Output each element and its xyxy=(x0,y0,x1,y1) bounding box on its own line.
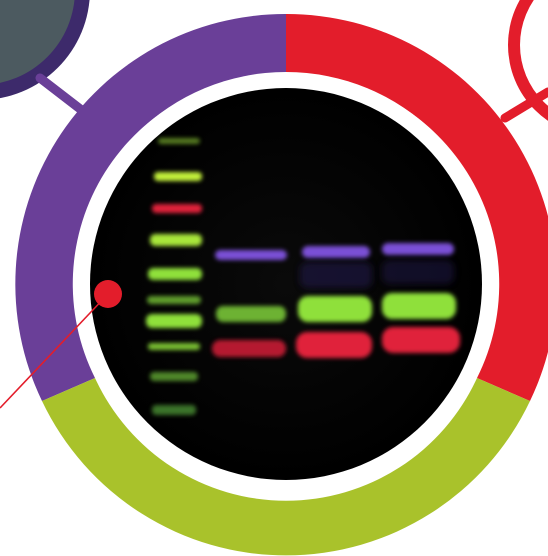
ladder-band xyxy=(148,268,202,280)
ladder-band xyxy=(150,234,202,246)
western-blot xyxy=(146,138,460,415)
band-purple xyxy=(215,250,287,260)
band-purple xyxy=(382,243,454,255)
blot-image-disk xyxy=(90,88,482,480)
ring-segment-purple xyxy=(15,13,287,401)
sample-lane-3 xyxy=(382,243,460,353)
band-green xyxy=(382,293,456,319)
band-red xyxy=(382,327,460,353)
sample-lane-1 xyxy=(212,250,287,357)
ladder-band xyxy=(150,372,198,381)
band-red xyxy=(296,332,372,358)
ladder-band xyxy=(148,343,200,350)
partial-circle-top-left xyxy=(0,0,90,99)
ladder-band xyxy=(154,172,202,181)
band-green xyxy=(216,306,286,322)
partial-circle-top-right xyxy=(508,0,548,121)
ladder-lane xyxy=(146,138,202,415)
pointer-dot xyxy=(94,280,122,308)
ladder-band xyxy=(152,204,202,213)
ladder-band xyxy=(158,138,200,144)
ring-segment-red xyxy=(286,13,548,401)
ring-segment-green xyxy=(42,378,530,556)
connector-line-right xyxy=(500,87,548,123)
outer-ring xyxy=(15,13,548,556)
ladder-band xyxy=(147,296,201,304)
ladder-band xyxy=(146,314,202,328)
band-green xyxy=(298,296,372,322)
band-red xyxy=(212,340,286,357)
sample-lane-2 xyxy=(296,246,372,358)
band-purple xyxy=(302,246,370,258)
pointer-line xyxy=(0,293,109,409)
band-purple-haze xyxy=(300,262,372,288)
ladder-band xyxy=(152,405,196,415)
band-purple-haze xyxy=(382,260,454,284)
